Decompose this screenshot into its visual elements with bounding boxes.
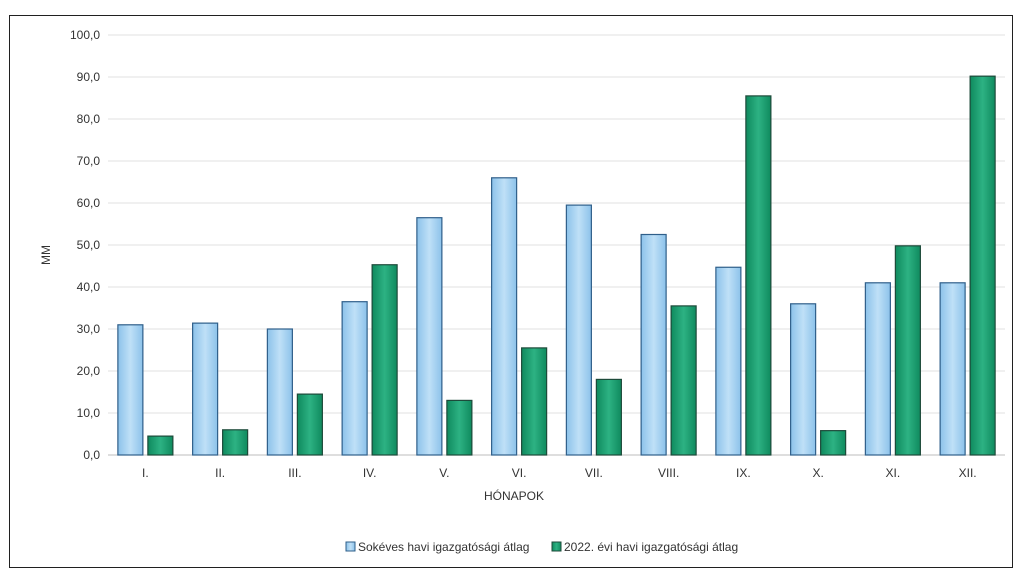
bar-chart: 0,0 10,0 20,0 30,0 40,0 50,0 60,0 70,0 80,0 90,0 1… <box>39 28 1005 554</box>
bar-2022-average <box>894 245 921 456</box>
bar-2022-average <box>969 75 996 456</box>
bar-2022-average <box>296 393 323 456</box>
legend-label: 2022. évi havi igazgatósági átlag <box>564 540 738 554</box>
legend: Sokéves havi igazgatósági átlag 2022. évi… <box>345 540 738 554</box>
y-tick-label: 60,0 <box>77 196 101 210</box>
bar-longterm-average <box>939 282 966 456</box>
bar-longterm-average <box>864 282 891 456</box>
bar-2022-average <box>820 430 847 456</box>
bar-longterm-average <box>715 266 742 456</box>
x-tick-label: X. <box>812 466 823 480</box>
bar-longterm-average <box>341 301 368 456</box>
bar-longterm-average <box>416 217 443 456</box>
y-tick-label: 30,0 <box>77 322 101 336</box>
legend-swatch <box>345 541 356 552</box>
bar-longterm-average <box>790 303 817 456</box>
x-tick-label: I. <box>142 466 149 480</box>
chart-frame: 0,0 10,0 20,0 30,0 40,0 50,0 60,0 70,0 80,0 90,0 1… <box>9 15 1013 568</box>
bar-2022-average <box>595 378 622 456</box>
x-tick-label: IV. <box>363 466 377 480</box>
bar-2022-average <box>521 347 548 456</box>
y-tick-label: 80,0 <box>77 112 101 126</box>
y-tick-label: 0,0 <box>83 448 100 462</box>
bar-longterm-average <box>117 324 144 456</box>
y-axis-title: MM <box>39 245 53 265</box>
bar-longterm-average <box>565 204 592 456</box>
x-tick-label: VI. <box>512 466 527 480</box>
y-tick-label: 40,0 <box>77 280 101 294</box>
bar-longterm-average <box>266 328 293 456</box>
bar-longterm-average <box>640 233 667 456</box>
bar-longterm-average <box>491 177 518 456</box>
y-tick-label: 20,0 <box>77 364 101 378</box>
bar-2022-average <box>670 305 697 456</box>
x-tick-label: XI. <box>886 466 901 480</box>
y-tick-label: 100,0 <box>70 28 100 42</box>
y-tick-label: 10,0 <box>77 406 101 420</box>
y-tick-label: 50,0 <box>77 238 101 252</box>
y-tick-label: 70,0 <box>77 154 101 168</box>
x-axis-title: HÓNAPOK <box>484 488 544 503</box>
y-tick-label: 90,0 <box>77 70 101 84</box>
bar-2022-average <box>147 435 174 456</box>
bar-2022-average <box>745 95 772 456</box>
bar-2022-average <box>222 429 249 456</box>
x-tick-label: VII. <box>585 466 603 480</box>
legend-item-longterm: Sokéves havi igazgatósági átlag <box>345 540 529 554</box>
bar-longterm-average <box>192 322 219 456</box>
legend-swatch <box>551 541 562 552</box>
legend-item-2022: 2022. évi havi igazgatósági átlag <box>551 540 738 554</box>
bar-2022-average <box>446 399 473 456</box>
bar-2022-average <box>371 264 398 456</box>
x-tick-label: IX. <box>736 466 751 480</box>
x-tick-label: VIII. <box>658 466 679 480</box>
x-tick-label: XII. <box>959 466 977 480</box>
legend-label: Sokéves havi igazgatósági átlag <box>358 540 529 554</box>
x-tick-label: II. <box>215 466 225 480</box>
x-tick-label: III. <box>288 466 301 480</box>
x-tick-label: V. <box>439 466 449 480</box>
